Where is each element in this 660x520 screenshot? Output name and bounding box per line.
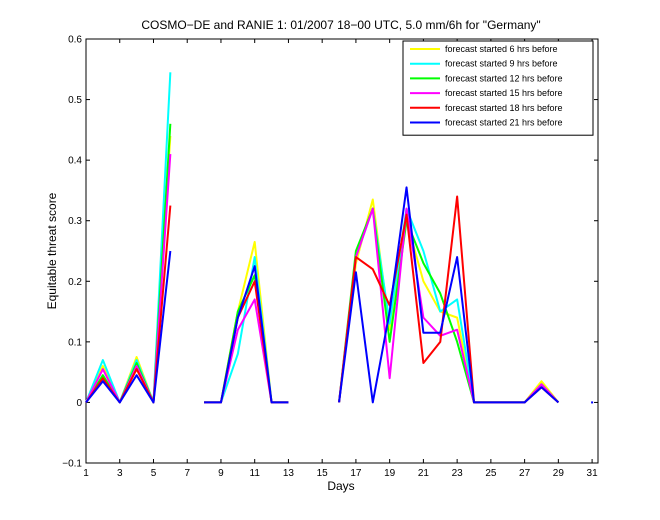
y-tick-label: 0.5 bbox=[68, 95, 82, 106]
y-tick-label: 0.2 bbox=[68, 277, 82, 288]
legend-box bbox=[402, 40, 594, 136]
chart-title: COSMO−DE and RANIE 1: 01/2007 18−00 UTC,… bbox=[141, 18, 540, 32]
series-line bbox=[338, 207, 560, 404]
x-tick-label: 3 bbox=[117, 468, 123, 479]
x-tick-label: 9 bbox=[218, 468, 224, 479]
plot-area-frame bbox=[85, 38, 599, 464]
legend: forecast started 6 hrs before forecast st… bbox=[402, 40, 594, 136]
x-tick-label: 17 bbox=[350, 468, 362, 479]
series-line bbox=[204, 298, 289, 404]
legend-label: forecast started 21 hrs before bbox=[445, 118, 563, 128]
x-tick-label: 13 bbox=[283, 468, 295, 479]
x-tick-label: 23 bbox=[452, 468, 464, 479]
y-tick-label: −0.1 bbox=[62, 459, 82, 470]
y-axis-label: Equitable threat score bbox=[45, 192, 59, 309]
x-tick-label: 27 bbox=[519, 468, 531, 479]
x-tick-label: 19 bbox=[384, 468, 396, 479]
x-tick-label: 31 bbox=[587, 468, 599, 479]
series-line bbox=[204, 240, 289, 404]
y-tick-label: 0.6 bbox=[68, 35, 82, 46]
x-tick-label: 15 bbox=[317, 468, 329, 479]
x-tick-label: 5 bbox=[151, 468, 157, 479]
axis-ticks: 1 3 5 7 9 11 13 15 17 19 21 23 25 27 29 31−0.100.10.20.… bbox=[62, 35, 598, 480]
y-tick-label: 0.3 bbox=[68, 216, 82, 227]
y-tick-label: 0.4 bbox=[68, 156, 82, 167]
series-line bbox=[338, 186, 560, 404]
series-line bbox=[204, 280, 289, 404]
x-tick-label: 25 bbox=[485, 468, 497, 479]
x-tick-label: 1 bbox=[83, 468, 89, 479]
x-tick-label: 29 bbox=[553, 468, 565, 479]
x-tick-label: 21 bbox=[418, 468, 430, 479]
legend-label: forecast started 9 hrs before bbox=[445, 59, 558, 69]
series-lines bbox=[85, 72, 594, 404]
legend-label: forecast started 12 hrs before bbox=[445, 73, 563, 83]
x-axis-label: Days bbox=[327, 479, 354, 493]
x-tick-label: 7 bbox=[184, 468, 190, 479]
series-line bbox=[85, 250, 172, 404]
series-line bbox=[338, 198, 560, 404]
legend-label: forecast started 15 hrs before bbox=[445, 88, 563, 98]
series-line bbox=[204, 265, 289, 404]
y-tick-label: 0 bbox=[76, 398, 82, 409]
x-tick-label: 11 bbox=[250, 468, 261, 479]
y-tick-label: 0.1 bbox=[68, 337, 82, 348]
legend-label: forecast started 6 hrs before bbox=[445, 44, 558, 54]
legend-label: forecast started 18 hrs before bbox=[445, 103, 563, 113]
